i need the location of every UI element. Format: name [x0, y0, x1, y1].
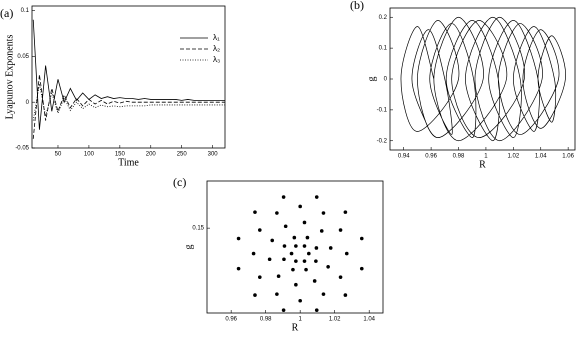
x-tick-label: 250 — [177, 152, 188, 158]
point — [236, 236, 241, 241]
x-tick-label: 100 — [84, 152, 95, 158]
y-tick-label: 0.2 — [379, 15, 388, 21]
x-tick-label: 0.94 — [398, 154, 410, 160]
y-tick-label: 0.15 — [192, 226, 204, 232]
y-tick-label: 0.05 — [17, 54, 29, 60]
point — [298, 204, 302, 209]
x-tick-label: 1.02 — [329, 317, 341, 323]
legend-label: λ₂ — [213, 44, 220, 53]
x-tick-label: 1 — [299, 317, 303, 323]
x-tick-label: 50 — [55, 152, 62, 158]
x-tick-label: 1.04 — [535, 154, 547, 160]
point — [304, 267, 308, 272]
point — [275, 211, 279, 215]
y-axis-label: g — [183, 245, 194, 250]
point — [283, 224, 288, 229]
point — [344, 251, 349, 256]
y-tick-label: -0.05 — [15, 146, 29, 152]
legend-label: λ₃ — [213, 55, 220, 64]
series-line — [32, 74, 225, 139]
point — [307, 251, 311, 256]
point — [276, 274, 281, 279]
x-tick-label: 0.96 — [425, 154, 437, 160]
point — [343, 293, 348, 297]
x-tick-label: 1.06 — [562, 154, 574, 160]
point — [314, 308, 319, 312]
point — [328, 246, 333, 250]
point — [294, 259, 298, 263]
point — [343, 210, 348, 214]
x-tick-label: 0.96 — [225, 317, 237, 323]
point — [314, 246, 319, 250]
x-tick-label: 1.04 — [363, 317, 375, 323]
x-tick-label: 1.02 — [507, 154, 519, 160]
y-tick-label: 0 — [26, 100, 30, 106]
x-tick-label: 0.98 — [453, 154, 465, 160]
point — [251, 251, 256, 256]
point — [258, 228, 262, 232]
point — [314, 195, 319, 199]
x-axis-label: Time — [118, 157, 139, 168]
point — [305, 235, 310, 240]
point — [321, 211, 326, 215]
panel-label: (a) — [0, 6, 13, 20]
series-line — [400, 16, 566, 142]
plot-frame — [206, 180, 384, 314]
point — [302, 220, 307, 225]
y-tick-label: 0.1 — [21, 8, 30, 14]
point — [312, 279, 317, 283]
series-line — [32, 83, 225, 121]
point — [275, 292, 279, 296]
point — [359, 266, 364, 271]
point — [282, 257, 286, 262]
y-axis-label: Lyapunov Exponents — [4, 35, 15, 120]
point — [321, 292, 326, 296]
y-tick-label: -0.1 — [377, 107, 388, 113]
point — [294, 282, 298, 287]
y-tick-label: 0.1 — [379, 46, 388, 52]
y-axis-label: g — [366, 77, 377, 82]
point — [236, 266, 241, 271]
point — [292, 235, 297, 240]
x-axis-label: R — [292, 322, 299, 333]
point — [270, 238, 275, 243]
point — [314, 259, 318, 263]
y-tick-label: -0.2 — [377, 138, 388, 144]
point — [319, 229, 324, 233]
point — [326, 265, 330, 269]
point — [338, 275, 343, 279]
x-tick-label: 200 — [146, 152, 157, 158]
x-tick-label: 0.98 — [260, 317, 272, 323]
x-tick-label: 300 — [208, 152, 219, 158]
point — [281, 195, 286, 199]
panel-label: (c) — [173, 175, 186, 189]
point — [267, 257, 272, 262]
x-axis-label: R — [479, 159, 486, 170]
point — [294, 244, 298, 248]
point — [302, 244, 307, 248]
panel-label: (b) — [350, 0, 364, 12]
point — [281, 308, 286, 312]
point — [298, 298, 302, 303]
point — [289, 251, 294, 256]
point — [282, 244, 287, 248]
point — [302, 259, 307, 263]
point — [338, 228, 343, 232]
point — [253, 210, 257, 214]
point — [253, 293, 257, 297]
point — [291, 267, 295, 272]
legend-label: λ₁ — [213, 33, 220, 42]
y-tick-label: 0 — [384, 77, 388, 83]
x-tick-label: 1 — [484, 154, 488, 160]
point — [359, 236, 364, 241]
plot-frame — [31, 5, 226, 149]
series-line — [32, 19, 225, 130]
x-tick-label: 150 — [115, 152, 126, 158]
point — [258, 275, 262, 279]
